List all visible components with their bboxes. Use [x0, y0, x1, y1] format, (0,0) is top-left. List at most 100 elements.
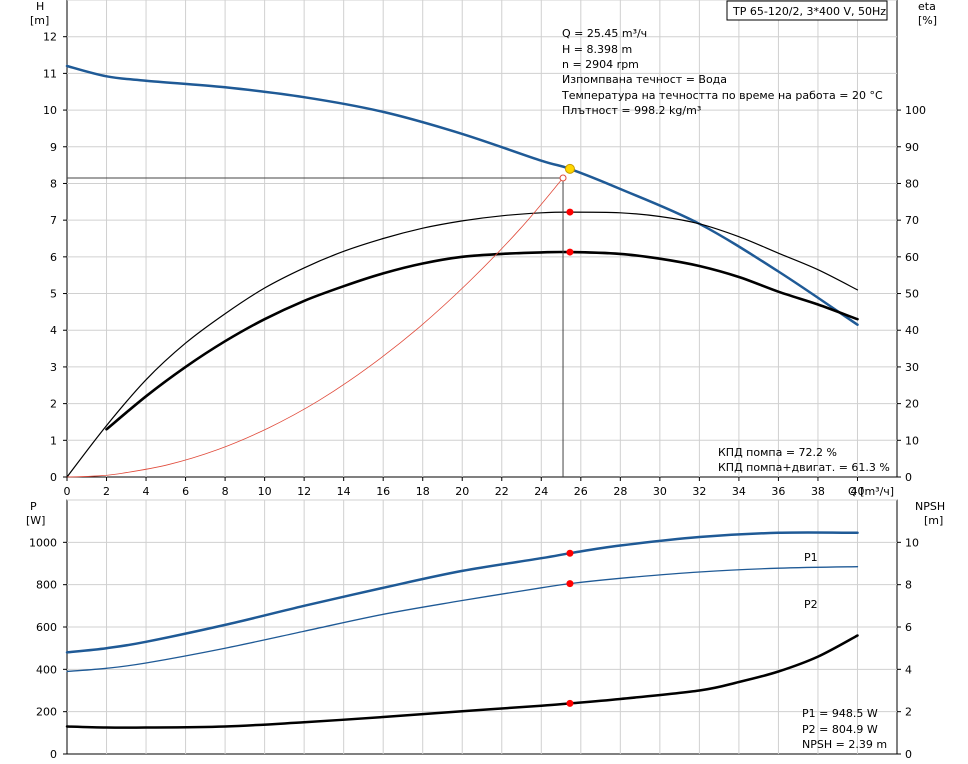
x-tick-label: 22 — [495, 485, 509, 498]
y-left-tick-label: 5 — [50, 288, 57, 301]
curve-кпд-помпа-двигат- — [105, 250, 859, 431]
curve-p1 — [65, 531, 859, 654]
y-right-tick-label: 8 — [905, 579, 912, 592]
info-line: Изпомпвана течност = Вода — [562, 73, 727, 86]
bottom-tick-labels: 0 200 400 600 800 1000 0 2 4 6 8 10 — [29, 536, 919, 761]
efficiency-info: КПД помпа = 72.2 % КПД помпа+двигат. = 6… — [718, 446, 890, 474]
duty-guides — [67, 177, 564, 477]
y-right-tick-label: 20 — [905, 398, 919, 411]
x-tick-label: 38 — [811, 485, 825, 498]
info-line: NPSH = 2.39 m — [802, 738, 887, 751]
x-tick-label: 30 — [653, 485, 667, 498]
curve-h — [65, 64, 859, 326]
y-right-tick-label: 0 — [905, 471, 912, 484]
info-line: H = 8.398 m — [562, 43, 632, 56]
system-point-marker — [559, 174, 567, 182]
y-left-tick-label: 1 — [50, 434, 57, 447]
y-right-tick-label: 40 — [905, 324, 919, 337]
info-line: Плътност = 998.2 kg/m³ — [562, 104, 701, 117]
y-left-unit: [m] — [30, 14, 49, 27]
npsh-axis-title: NPSH — [915, 500, 945, 513]
y-right-tick-label: 10 — [905, 434, 919, 447]
y-left-tick-label: 600 — [36, 621, 57, 634]
bottom-curves — [65, 531, 859, 729]
top-plot-area — [66, 0, 898, 478]
operating-point-marker — [566, 580, 574, 588]
y-left-tick-label: 0 — [50, 748, 57, 761]
info-line: P2 = 804.9 W — [802, 723, 878, 736]
p1-curve-label: P1 — [804, 551, 818, 564]
info-line: P1 = 948.5 W — [802, 707, 878, 720]
x-tick-label: 20 — [455, 485, 469, 498]
top-grid — [67, 0, 897, 477]
y-right-tick-label: 0 — [905, 748, 912, 761]
y-right-tick-label: 10 — [905, 536, 919, 549]
operating-point-marker — [566, 549, 574, 557]
x-tick-label: 6 — [182, 485, 189, 498]
y-left-title: H — [36, 0, 44, 13]
p-axis-unit: [W] — [26, 514, 45, 527]
x-tick-label: 36 — [771, 485, 785, 498]
duty-info: Q = 25.45 m³/ч H = 8.398 m n = 2904 rpm … — [561, 27, 883, 117]
x-axis-title: Q [m³/ч] — [848, 485, 894, 498]
chart-title: TP 65-120/2, 3*400 V, 50Hz — [732, 5, 886, 18]
y-right-unit: [%] — [918, 14, 937, 27]
x-tick-label: 14 — [337, 485, 351, 498]
curve-npsh — [65, 634, 859, 729]
y-right-tick-label: 2 — [905, 706, 912, 719]
y-right-tick-label: 60 — [905, 251, 919, 264]
top-curves — [65, 64, 859, 478]
y-right-tick-label: 4 — [905, 663, 912, 676]
curve-system — [66, 177, 564, 478]
y-right-title: eta — [918, 0, 936, 13]
y-left-tick-label: 800 — [36, 579, 57, 592]
x-tick-label: 32 — [692, 485, 706, 498]
x-tick-label: 26 — [574, 485, 588, 498]
y-left-tick-label: 3 — [50, 361, 57, 374]
y-right-tick-label: 30 — [905, 361, 919, 374]
title-box — [726, 0, 888, 21]
x-tick-label: 0 — [64, 485, 71, 498]
x-tick-label: 24 — [534, 485, 548, 498]
efficiency-point-marker — [566, 208, 574, 216]
x-tick-label: 12 — [297, 485, 311, 498]
info-line: КПД помпа = 72.2 % — [718, 446, 837, 459]
y-left-tick-label: 11 — [43, 67, 57, 80]
y-left-tick-label: 6 — [50, 251, 57, 264]
x-tick-label: 16 — [376, 485, 390, 498]
p2-curve-label: P2 — [804, 598, 818, 611]
info-line: КПД помпа+двигат. = 61.3 % — [718, 461, 890, 474]
info-line: Температура на течността по време на раб… — [561, 89, 883, 102]
curve-кпд-помпа — [66, 211, 859, 478]
operating-point-marker — [566, 699, 574, 707]
info-line: n = 2904 rpm — [562, 58, 639, 71]
x-tick-label: 2 — [103, 485, 110, 498]
bottom-grid — [67, 499, 897, 754]
efficiency-point-marker — [566, 248, 574, 256]
bottom-markers — [566, 549, 574, 707]
top-markers — [559, 163, 575, 256]
y-left-tick-label: 400 — [36, 663, 57, 676]
x-tick-label: 28 — [613, 485, 627, 498]
y-left-tick-label: 10 — [43, 104, 57, 117]
y-left-tick-label: 7 — [50, 214, 57, 227]
x-tick-label: 10 — [258, 485, 272, 498]
duty-point-marker — [564, 163, 575, 174]
y-left-tick-label: 1000 — [29, 536, 57, 549]
y-left-tick-label: 12 — [43, 31, 57, 44]
y-left-tick-label: 9 — [50, 141, 57, 154]
y-right-tick-label: 80 — [905, 177, 919, 190]
y-left-tick-label: 4 — [50, 324, 57, 337]
x-tick-label: 4 — [143, 485, 150, 498]
y-left-tick-label: 2 — [50, 398, 57, 411]
y-left-tick-label: 8 — [50, 177, 57, 190]
y-right-tick-label: 6 — [905, 621, 912, 634]
info-line: Q = 25.45 m³/ч — [562, 27, 647, 40]
y-right-tick-label: 70 — [905, 214, 919, 227]
y-right-tick-label: 50 — [905, 288, 919, 301]
power-info: P1 = 948.5 W P2 = 804.9 W NPSH = 2.39 m — [802, 707, 887, 751]
